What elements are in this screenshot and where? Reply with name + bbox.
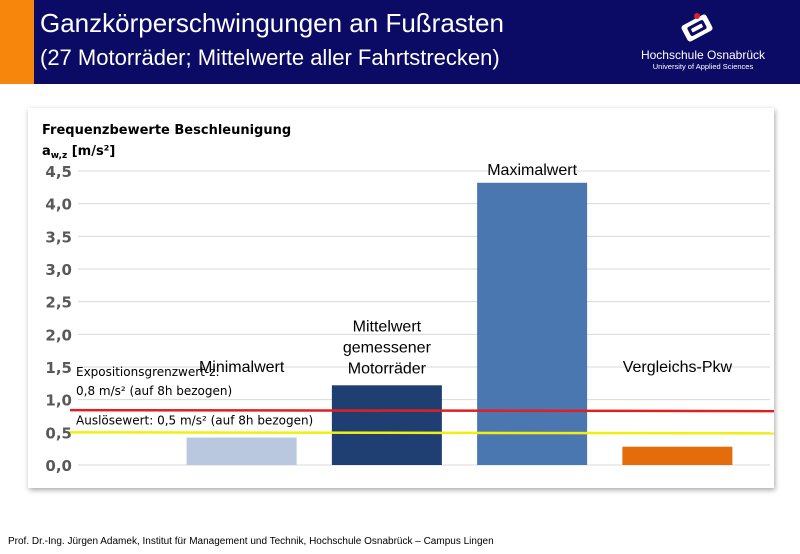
logo-name: Hochschule Osnabrück	[640, 48, 766, 62]
bar	[622, 446, 733, 465]
y-axis-label-line1: Frequenzbewerte Beschleunigung	[42, 123, 291, 138]
bar	[331, 385, 442, 465]
y-tick-label: 4,5	[45, 163, 72, 181]
bar	[186, 437, 297, 465]
reference-line	[69, 431, 774, 435]
y-tick-label: 1,5	[45, 359, 72, 377]
bar-label: Motorräder	[348, 360, 427, 377]
reference-line-label: 0,8 m/s² (auf 8h bezogen)	[76, 384, 232, 398]
university-logo: Hochschule Osnabrück University of Appli…	[615, 10, 791, 76]
bar-label: Mittelwert	[353, 318, 422, 335]
chart-panel: Frequenzbewerte Beschleunigung aw,z [m/s…	[28, 108, 774, 488]
reference-line-label: Expositionsgrenzwert-z:	[76, 365, 220, 379]
y-tick-label: 3,5	[45, 228, 72, 246]
y-tick-label: 2,0	[45, 326, 72, 344]
y-tick-label: 4,0	[45, 196, 72, 214]
slide-header: Ganzkörperschwingungen an Fußrasten (27 …	[0, 0, 800, 84]
slide-subtitle: (27 Motorräder; Mittelwerte aller Fahrts…	[40, 45, 500, 70]
bar-chart: Frequenzbewerte Beschleunigung aw,z [m/s…	[42, 123, 774, 475]
bar-label: Vergleichs-Pkw	[623, 359, 733, 376]
footer-credit: Prof. Dr.-Ing. Jürgen Adamek, Institut f…	[8, 536, 494, 547]
bar-label: Maximalwert	[487, 162, 577, 179]
y-tick-label: 3,0	[45, 261, 72, 279]
y-tick-label: 0,0	[45, 457, 72, 475]
bar-label: gemessener	[343, 339, 432, 356]
reference-line	[69, 408, 774, 413]
reference-line-label: Auslösewert: 0,5 m/s² (auf 8h bezogen)	[76, 413, 313, 427]
bar	[477, 182, 588, 465]
y-tick-label: 1,0	[45, 392, 72, 410]
bar-label: Minimalwert	[199, 359, 285, 376]
logo-subtitle: University of Applied Sciences	[652, 62, 754, 71]
y-tick-label: 0,5	[45, 424, 72, 442]
header-accent-bar	[0, 0, 34, 84]
slide-title: Ganzkörperschwingungen an Fußrasten	[40, 8, 504, 38]
logo-icon	[681, 13, 713, 42]
y-axis-label-line2: aw,z [m/s²]	[42, 144, 115, 161]
y-tick-label: 2,5	[45, 294, 72, 312]
